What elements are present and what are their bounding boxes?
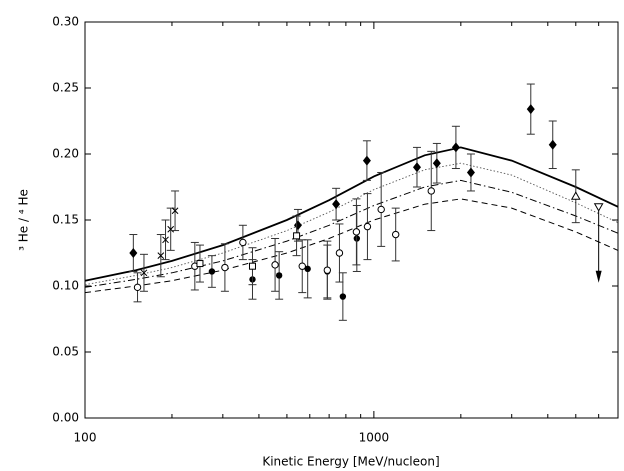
data-point [221,263,229,272]
y-tick-label: 0.30 [52,15,79,29]
data-point [363,222,372,231]
data-point [208,268,216,275]
data-point [412,162,421,173]
data-point [298,262,306,270]
x-axis-label: Kinetic Energy [MeV/nucleon] [262,455,439,469]
data-point [362,155,371,166]
data-point [391,230,400,239]
data-point [427,187,435,195]
data-point [133,283,142,292]
model-curve [84,198,619,294]
y-tick-label: 0.15 [52,213,79,227]
data-point [335,249,344,257]
data-point [466,167,475,178]
x-tick-label: 1000 [359,431,390,445]
data-point [293,232,301,240]
model-curve [84,179,619,288]
data-point [275,272,283,279]
y-tick-label: 0.25 [52,81,79,95]
data-point [140,269,148,277]
data-point [332,199,341,210]
data-point [323,266,332,274]
data-point [157,252,165,259]
data-point [570,191,581,200]
data-point [162,236,169,244]
data-point [339,293,347,300]
model-curve [84,146,619,282]
data-point [167,225,175,233]
x-tick-label: 100 [74,431,97,445]
y-tick-label: 0.05 [52,345,79,359]
y-tick-label: 0.20 [52,147,79,161]
data-point [239,238,247,247]
data-point [526,104,535,115]
data-point [271,261,279,269]
limit-arrowhead [595,270,602,283]
data-point [304,265,311,273]
y-tick-label: 0.00 [52,411,79,425]
y-axis-label: ³ He / ⁴ He [17,189,31,251]
data-point [352,228,361,236]
data-point [171,207,179,215]
data-point [377,205,385,214]
data-point [593,203,604,212]
data-point [293,220,302,231]
data-point [548,139,557,150]
y-tick-label: 0.10 [52,279,79,293]
data-point [196,260,204,268]
data-point [129,248,138,258]
data-point [451,142,460,153]
data-point [248,262,256,270]
data-point [432,158,441,169]
model-curve [84,162,619,286]
